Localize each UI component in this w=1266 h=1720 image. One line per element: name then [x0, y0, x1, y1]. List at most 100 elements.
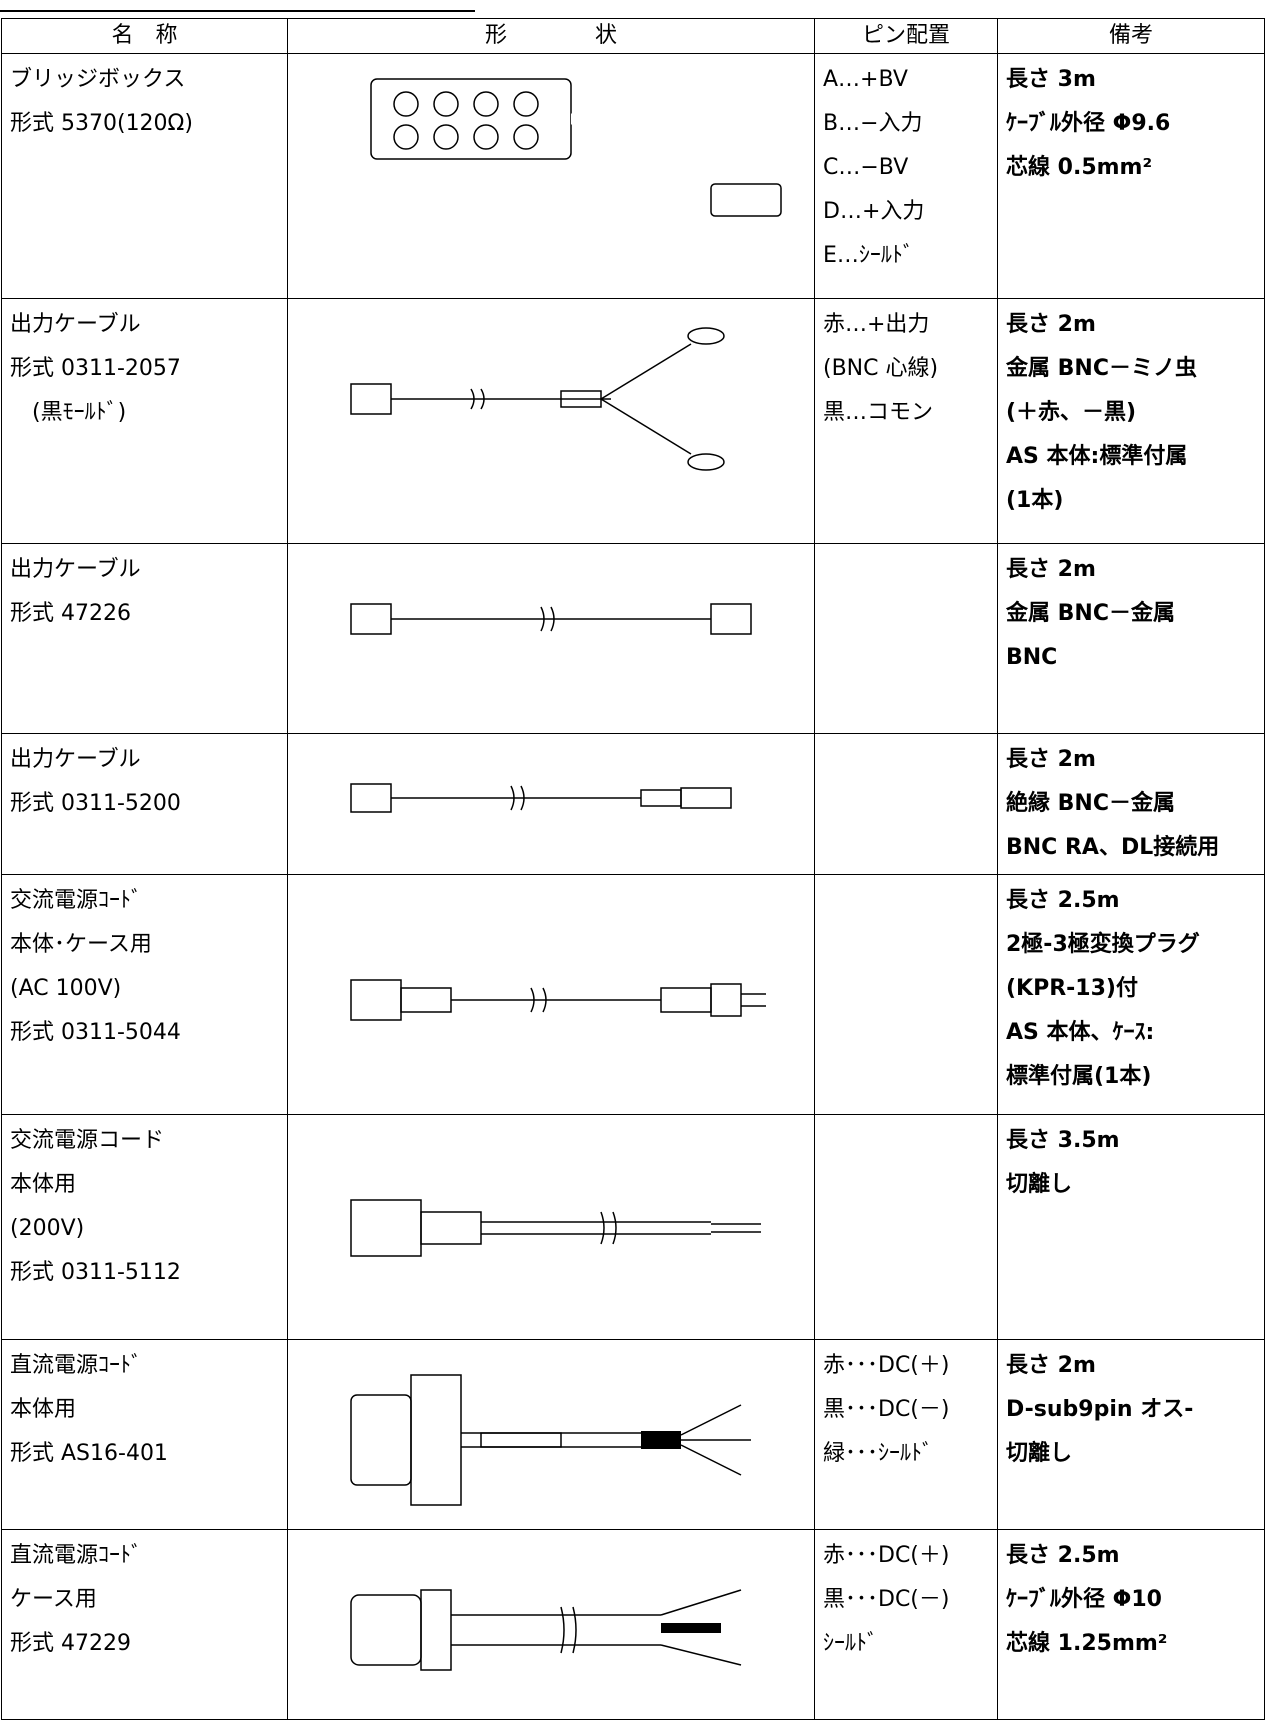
top-rule	[0, 10, 475, 12]
table-row: 交流電源ｺｰﾄﾞ 本体･ケース用 (AC 100V) 形式 0311-5044 長さ 2…	[1, 874, 1265, 1115]
notes-cell: 長さ 3m ｹｰﾌﾞﾙ外径 Φ9.6 芯線 0.5mm²	[997, 53, 1265, 299]
pins-cell: 赤･･･DC(＋) 黒･･･DC(－) 緑･･･ｼｰﾙﾄﾞ	[814, 1339, 998, 1530]
name-line: 交流電源ｺｰﾄﾞ	[10, 888, 143, 913]
pins-cell: A…+BV B…−入力 C…−BV D…+入力 E…ｼｰﾙﾄﾞ	[814, 53, 998, 299]
table-row: 交流電源コード 本体用 (200V) 形式 0311-5112 長さ 3.5m 切離し	[1, 1114, 1265, 1340]
notes-line: 長さ 2.5m	[1006, 888, 1120, 913]
name-line: 本体用	[10, 1397, 77, 1422]
name-line: ケース用	[10, 1587, 97, 1612]
name-line: 本体用	[10, 1172, 77, 1197]
pins-line: 黒…コモン	[823, 400, 934, 425]
shape-cell	[287, 1114, 815, 1340]
pins-line: ｼｰﾙﾄﾞ	[823, 1631, 879, 1656]
name-line: 形式 47226	[10, 601, 131, 626]
notes-line: D-sub9pin オス-	[1006, 1397, 1194, 1422]
name-cell: 直流電源ｺｰﾄﾞ ケース用 形式 47229	[1, 1529, 288, 1720]
table-row: 出力ケーブル 形式 0311-2057 (黒ﾓｰﾙﾄﾞ) 赤…+出力 (BNC 心線)…	[1, 298, 1265, 544]
table-row: 直流電源ｺｰﾄﾞ 本体用 形式 AS16-401 赤･･･DC(＋) 黒･･･DC(－)…	[1, 1339, 1265, 1530]
notes-cell: 長さ 2.5m 2極-3極変換プラグ (KPR-13)付 AS 本体、ｹｰｽ: 標準付属…	[997, 874, 1265, 1115]
notes-line: 芯線 0.5mm²	[1006, 155, 1153, 180]
notes-line: 芯線 1.25mm²	[1006, 1631, 1168, 1656]
shape-cell	[287, 1339, 815, 1530]
name-line: 形式 5370(120Ω)	[10, 111, 193, 136]
pins-cell: 赤…+出力 (BNC 心線) 黒…コモン	[814, 298, 998, 544]
cable-drawing	[350, 978, 766, 1021]
cable-drawing	[350, 602, 752, 635]
pins-line: E…ｼｰﾙﾄﾞ	[823, 243, 914, 268]
name-cell: 交流電源ｺｰﾄﾞ 本体･ケース用 (AC 100V) 形式 0311-5044	[1, 874, 288, 1115]
notes-line: (＋赤、－黒)	[1006, 400, 1137, 425]
notes-line: 金属 BNC－金属	[1006, 601, 1175, 626]
name-cell: ブリッジボックス 形式 5370(120Ω)	[1, 53, 288, 299]
notes-line: 金属 BNC－ミノ虫	[1006, 356, 1197, 381]
name-cell: 出力ケーブル形式 0311-5200	[1, 733, 288, 875]
pins-line: 黒･･･DC(－)	[823, 1397, 950, 1422]
accessory-table: 名 称形 状ピン配置 備考 ブリッジボックス 形式 5370(120Ω) A…+BV B…	[1, 18, 1265, 1720]
notes-line: BNC RA、DL接続用	[1006, 835, 1220, 860]
notes-cell: 長さ 2.5m ｹｰﾌﾞﾙ外径 Φ10 芯線 1.25mm²	[997, 1529, 1265, 1720]
pins-line: B…−入力	[823, 111, 923, 136]
notes-cell: 長さ 2m 金属 BNC－ミノ虫 (＋赤、－黒) AS 本体:標準付属 (1本)	[997, 298, 1265, 544]
notes-cell: 長さ 3.5m 切離し	[997, 1114, 1265, 1340]
pins-line: 赤…+出力	[823, 312, 930, 337]
name-cell: 交流電源コード 本体用 (200V) 形式 0311-5112	[1, 1114, 288, 1340]
notes-line: (1本)	[1006, 488, 1064, 513]
shape-cell	[287, 298, 815, 544]
shape-cell	[287, 1529, 815, 1720]
name-line: 交流電源コード	[10, 1128, 165, 1153]
notes-line: 長さ 3.5m	[1006, 1128, 1120, 1153]
header-cell: 名 称	[1, 18, 288, 54]
cable-drawing	[350, 783, 732, 813]
pins-line: A…+BV	[823, 67, 908, 92]
name-line: (AC 100V)	[10, 976, 122, 1001]
notes-line: 長さ 3m	[1006, 67, 1096, 92]
pins-line: (BNC 心線)	[823, 356, 939, 381]
notes-cell: 長さ 2m 絶縁 BNC－金属 BNC RA、DL接続用	[997, 733, 1265, 875]
notes-line: AS 本体:標準付属	[1006, 444, 1188, 469]
notes-line: 長さ 2.5m	[1006, 1543, 1120, 1568]
pins-cell: 赤･･･DC(＋) 黒･･･DC(－) ｼｰﾙﾄﾞ	[814, 1529, 998, 1720]
cable-drawing	[350, 1373, 751, 1506]
shape-cell	[287, 53, 815, 299]
notes-line: BNC	[1006, 645, 1058, 670]
name-line: 形式 0311-5112	[10, 1260, 181, 1285]
notes-line: 長さ 2m	[1006, 312, 1096, 337]
name-cell: 出力ケーブル 形式 47226	[1, 543, 288, 734]
notes-line: 長さ 2m	[1006, 557, 1096, 582]
table-row: 出力ケーブル 形式 47226 長さ 2m 金属 BNC－金属 BNC	[1, 543, 1265, 734]
shape-cell	[287, 874, 815, 1115]
notes-line: 長さ 2m	[1006, 747, 1096, 772]
table-row: 出力ケーブル形式 0311-5200 長さ 2m 絶縁 BNC－金属 BNC RA、D…	[1, 733, 1265, 875]
notes-line: (KPR-13)付	[1006, 976, 1138, 1001]
cable-drawing	[350, 1198, 761, 1257]
name-line: 出力ケーブル	[10, 312, 141, 337]
name-line: 形式 0311-5044	[10, 1020, 181, 1045]
header-cell: 備考	[997, 18, 1265, 54]
name-line: 形式 47229	[10, 1631, 131, 1656]
pins-line: D…+入力	[823, 199, 925, 224]
name-line: 形式 0311-5200	[10, 791, 181, 816]
notes-line: AS 本体、ｹｰｽ:	[1006, 1020, 1155, 1045]
table-row: ブリッジボックス 形式 5370(120Ω) A…+BV B…−入力 C…−BV D…+入…	[1, 53, 1265, 299]
pins-cell	[814, 543, 998, 734]
table-body: ブリッジボックス 形式 5370(120Ω) A…+BV B…−入力 C…−BV D…+入…	[1, 53, 1265, 1720]
header-cell: 形 状	[287, 18, 815, 54]
notes-line: 長さ 2m	[1006, 1353, 1096, 1378]
cable-drawing	[370, 77, 782, 217]
pins-line: 緑･･･ｼｰﾙﾄﾞ	[823, 1441, 934, 1466]
shape-cell	[287, 733, 815, 875]
name-line: 出力ケーブル	[10, 747, 141, 772]
name-line: ブリッジボックス	[10, 67, 186, 92]
pins-line: 赤･･･DC(＋)	[823, 1543, 950, 1568]
name-line: 形式 0311-2057	[10, 356, 181, 381]
pins-line: C…−BV	[823, 155, 909, 180]
notes-line: 絶縁 BNC－金属	[1006, 791, 1175, 816]
header-row: 名 称形 状ピン配置 備考	[1, 18, 1265, 54]
notes-line: 標準付属(1本)	[1006, 1064, 1152, 1089]
notes-line: ｹｰﾌﾞﾙ外径 Φ9.6	[1006, 111, 1171, 136]
pins-line: 黒･･･DC(－)	[823, 1587, 950, 1612]
notes-line: 切離し	[1006, 1441, 1073, 1466]
name-line: 出力ケーブル	[10, 557, 141, 582]
name-cell: 出力ケーブル 形式 0311-2057 (黒ﾓｰﾙﾄﾞ)	[1, 298, 288, 544]
name-cell: 直流電源ｺｰﾄﾞ 本体用 形式 AS16-401	[1, 1339, 288, 1530]
